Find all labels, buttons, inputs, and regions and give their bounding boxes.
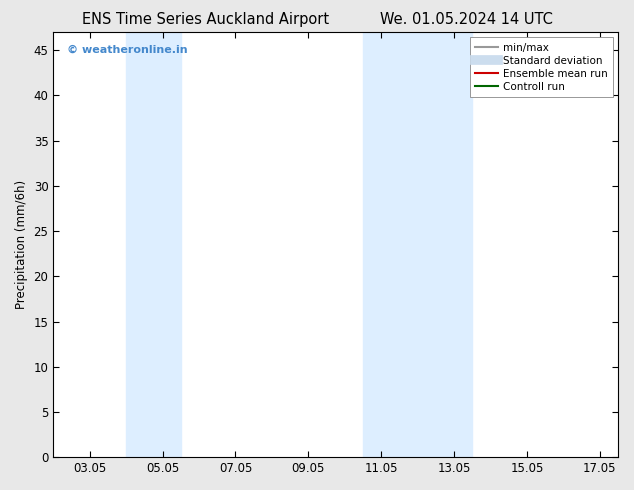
- Bar: [418, 32, 472, 457]
- Text: We. 01.05.2024 14 UTC: We. 01.05.2024 14 UTC: [380, 12, 553, 27]
- Legend: min/max, Standard deviation, Ensemble mean run, Controll run: min/max, Standard deviation, Ensemble me…: [470, 37, 613, 97]
- Bar: [126, 32, 181, 457]
- Text: ENS Time Series Auckland Airport: ENS Time Series Auckland Airport: [82, 12, 330, 27]
- Text: © weatheronline.in: © weatheronline.in: [67, 45, 188, 55]
- Y-axis label: Precipitation (mm/6h): Precipitation (mm/6h): [15, 180, 28, 309]
- Bar: [363, 32, 418, 457]
